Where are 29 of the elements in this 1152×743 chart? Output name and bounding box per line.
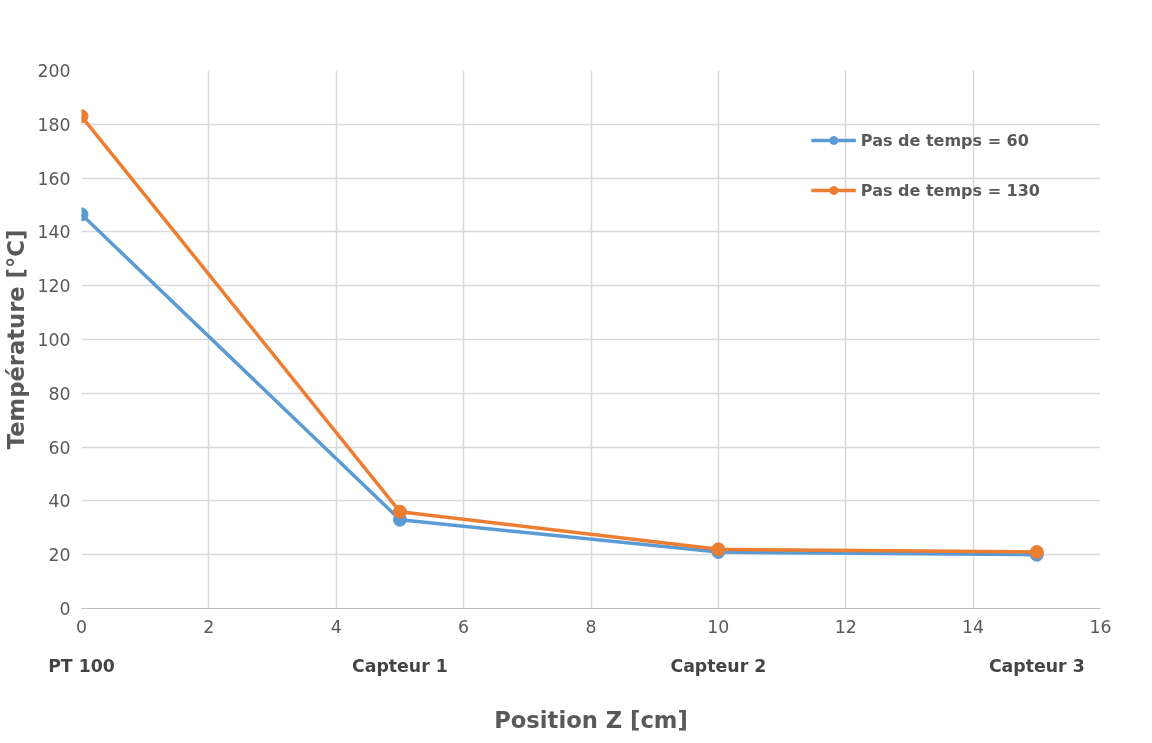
y-tick-label: 100 xyxy=(37,330,71,350)
x-tick-label: 2 xyxy=(203,616,215,637)
legend-label: Pas de temps = 130 xyxy=(860,180,1040,200)
y-tick-label: 40 xyxy=(48,491,71,512)
legend-label: Pas de temps = 60 xyxy=(860,130,1029,150)
x-tick-label: 14 xyxy=(962,616,985,637)
y-tick-label: 120 xyxy=(37,276,71,297)
text: Capteur 3 xyxy=(988,655,1085,676)
y-axis-title: Température [°C] xyxy=(3,229,30,450)
y-tick-label: 200 xyxy=(37,61,71,81)
y-tick-label: 60 xyxy=(48,437,71,458)
y-tick-label: 160 xyxy=(37,168,71,189)
text: Capteur 2 xyxy=(670,655,767,676)
y-tick-label: 80 xyxy=(48,383,71,404)
y-tick-label: 20 xyxy=(48,545,71,566)
x-tick-label: 8 xyxy=(585,616,597,637)
y-tick-label: 180 xyxy=(37,114,71,135)
y-tick-label: 140 xyxy=(37,222,71,243)
x-tick-label: 10 xyxy=(707,616,730,637)
text: Capteur 1 xyxy=(352,655,448,676)
x-tick-label: 0 xyxy=(75,616,88,637)
text: PT 100 xyxy=(48,655,115,676)
point xyxy=(392,504,407,519)
x-tick-label: 12 xyxy=(834,616,857,637)
x-tick-label: 6 xyxy=(458,616,470,637)
x-tick-label: 4 xyxy=(330,616,342,637)
x-tick-label: 16 xyxy=(1089,616,1112,637)
x-axis-title: Position Z [cm] xyxy=(494,706,688,733)
y-tick-label: 0 xyxy=(59,599,71,619)
